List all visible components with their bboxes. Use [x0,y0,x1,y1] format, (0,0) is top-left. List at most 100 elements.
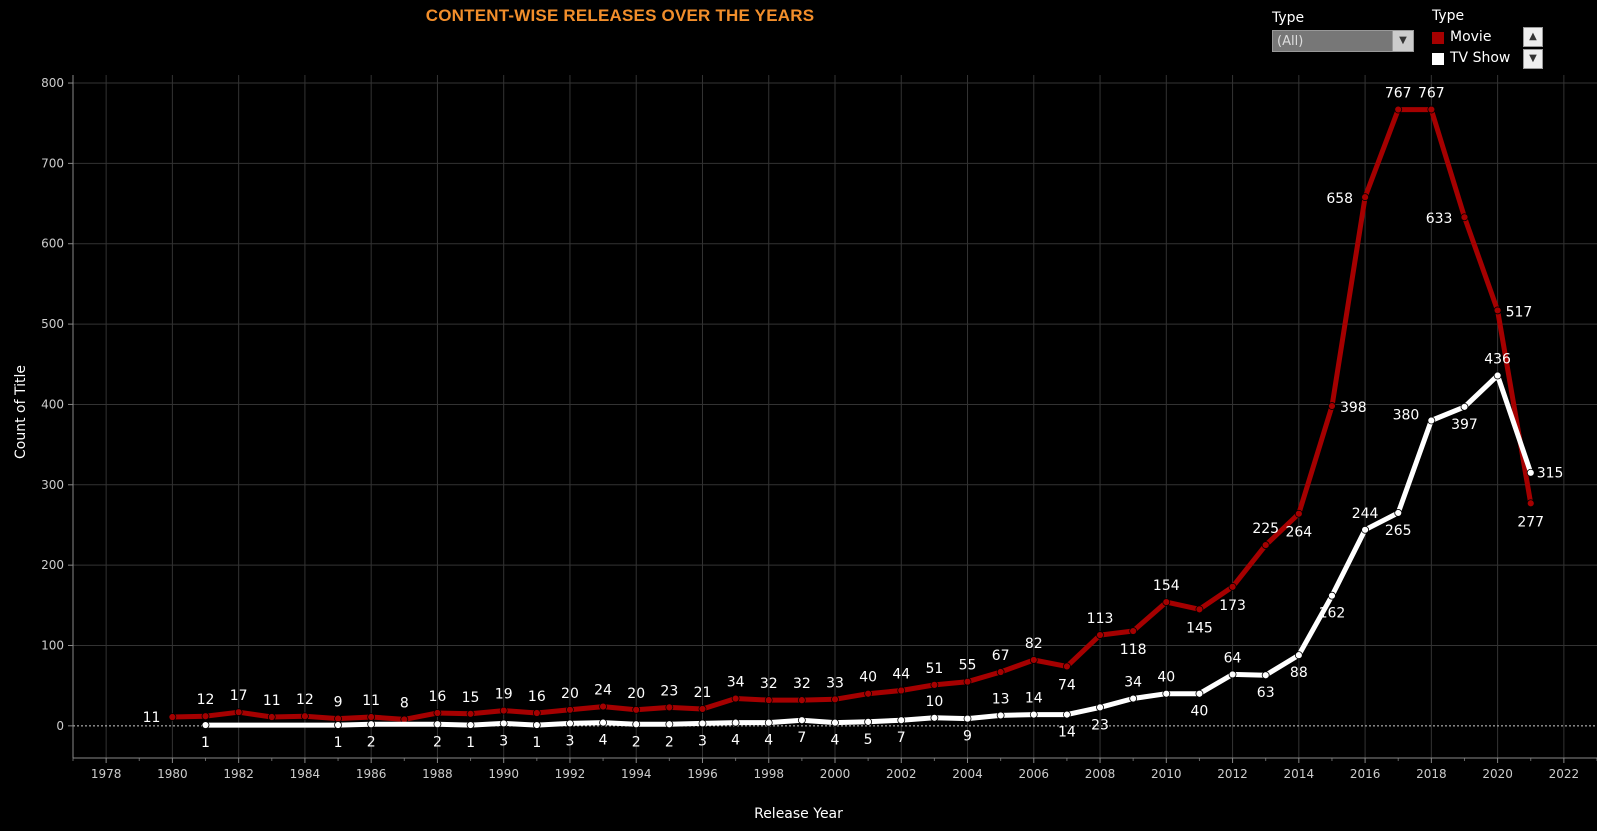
data-label-tv-show: 4 [599,733,608,749]
data-point-tv-show [466,721,475,729]
legend-item-tv-show[interactable]: TV Show [1432,48,1510,69]
data-label-movie: 9 [334,695,343,711]
scroll-down-icon[interactable]: ▼ [1523,49,1543,69]
x-tick-label: 2008 [1085,767,1116,781]
data-point-movie [963,677,972,686]
data-label-tv-show: 3 [698,733,707,749]
x-tick-label: 1994 [621,767,652,781]
y-tick-label: 700 [41,156,64,170]
data-label-tv-show: 1 [201,735,210,751]
data-point-movie [1096,631,1104,639]
data-point-tv-show [1361,525,1369,534]
y-tick-label: 0 [56,719,64,733]
data-label-movie: 277 [1517,514,1544,530]
data-label-movie: 118 [1120,642,1147,658]
data-point-tv-show [1460,402,1469,411]
legend-swatch-tv-show [1432,52,1444,65]
data-point-tv-show [864,717,873,726]
data-point-movie [532,709,541,717]
data-label-movie: 517 [1506,304,1533,320]
data-point-tv-show [1029,710,1038,719]
data-label-tv-show: 4 [764,733,773,749]
data-label-tv-show: 63 [1257,685,1275,701]
data-label-movie: 34 [727,675,745,691]
data-label-movie: 20 [627,686,645,702]
data-point-tv-show [1427,416,1436,425]
data-point-movie [1294,509,1303,518]
data-label-tv-show: 2 [433,734,442,750]
data-label-tv-show: 1 [532,735,541,751]
data-point-tv-show [1162,689,1171,698]
data-point-movie [1261,541,1270,549]
data-point-movie [599,702,607,711]
chevron-down-icon[interactable]: ▼ [1392,31,1413,51]
data-point-movie [632,705,641,714]
x-tick-label: 2010 [1151,767,1182,781]
data-label-movie: 33 [826,675,844,691]
data-label-tv-show: 10 [925,694,943,710]
legend-item-movie[interactable]: Movie [1432,27,1510,48]
chart-title: CONTENT-WISE RELEASES OVER THE YEARS [425,6,815,25]
data-label-movie: 11 [263,693,281,709]
x-tick-label: 2014 [1284,767,1315,781]
y-tick-label: 800 [41,76,64,90]
data-point-movie [566,705,574,714]
x-tick-label: 1986 [356,767,387,781]
x-tick-label: 2018 [1416,767,1447,781]
scroll-up-icon[interactable]: ▲ [1523,27,1543,47]
data-label-movie: 398 [1340,400,1367,416]
data-label-tv-show: 7 [797,730,806,746]
data-label-movie: 21 [694,685,712,701]
data-point-tv-show [1228,670,1237,679]
x-tick-label: 1992 [555,767,586,781]
data-label-tv-show: 34 [1124,675,1142,691]
x-tick-label: 1978 [91,767,122,781]
x-tick-label: 1988 [422,767,453,781]
data-label-movie: 55 [959,658,977,674]
data-point-movie [1394,105,1403,114]
legend: Type Movie TV Show [1432,8,1510,69]
x-axis-label: Release Year [754,806,843,822]
data-label-movie: 767 [1385,86,1412,102]
data-label-tv-show: 13 [992,691,1010,707]
data-label-movie: 19 [495,687,513,703]
type-filter: Type (All) ▼ [1272,10,1414,52]
data-label-tv-show: 1 [334,735,343,751]
data-label-movie: 264 [1285,525,1312,541]
legend-swatch-movie [1432,31,1444,44]
x-tick-label: 1998 [753,767,784,781]
data-label-movie: 82 [1025,636,1043,652]
x-tick-label: 2006 [1019,767,1050,781]
data-label-tv-show: 397 [1451,417,1478,433]
data-point-movie [1328,402,1336,410]
data-label-tv-show: 4 [831,733,840,749]
legend-label-tv-show: TV Show [1450,50,1511,66]
data-point-tv-show [1328,591,1336,600]
data-point-movie [1228,582,1237,591]
x-tick-label: 1990 [488,767,519,781]
y-tick-label: 400 [41,397,64,411]
data-point-movie [301,712,309,721]
data-point-movie [1029,656,1038,664]
data-label-tv-show: 14 [1058,725,1076,741]
data-point-movie [466,709,475,718]
data-label-tv-show: 436 [1484,352,1511,368]
data-point-tv-show [996,711,1005,720]
data-point-tv-show [831,718,839,727]
data-point-tv-show [632,720,641,729]
legend-scroll: ▲ ▼ [1523,27,1543,71]
data-label-tv-show: 244 [1352,506,1379,522]
data-label-tv-show: 4 [731,733,740,749]
data-label-movie: 67 [992,648,1010,664]
type-filter-select[interactable]: (All) ▼ [1272,30,1414,52]
data-label-movie: 32 [760,676,778,692]
data-point-movie [996,668,1005,676]
data-point-movie [1195,605,1204,614]
data-label-tv-show: 380 [1393,408,1420,424]
data-label-movie: 17 [230,688,248,704]
data-label-movie: 15 [462,690,480,706]
data-label-tv-show: 40 [1157,670,1175,686]
data-label-movie: 154 [1153,578,1180,594]
data-point-tv-show [764,718,773,727]
